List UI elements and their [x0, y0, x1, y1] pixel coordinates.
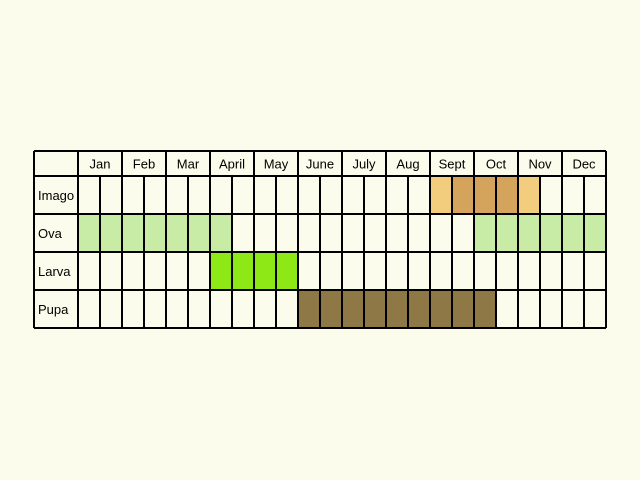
month-label: Aug — [396, 157, 419, 172]
month-label: July — [352, 157, 376, 172]
month-label: Sept — [439, 157, 466, 172]
stage-label-ova: Ova — [38, 226, 63, 241]
stage-accent-imago-1 — [452, 176, 518, 214]
stage-label-pupa: Pupa — [38, 302, 69, 317]
stage-bar-pupa-1 — [298, 290, 496, 328]
grid-lines — [33, 150, 607, 329]
month-label: Dec — [572, 157, 596, 172]
month-label: Nov — [528, 157, 552, 172]
month-label: April — [219, 157, 245, 172]
stage-label-imago: Imago — [38, 188, 74, 203]
month-label: Mar — [177, 157, 200, 172]
stage-label-larva: Larva — [38, 264, 71, 279]
month-label: June — [306, 157, 334, 172]
stage-bar-ova-1 — [78, 214, 232, 252]
labels: Jan Feb Mar April May June July Aug Sept Oct Nov De… — [38, 157, 596, 318]
month-label: May — [264, 157, 289, 172]
month-label: Oct — [486, 157, 507, 172]
month-label: Jan — [90, 157, 111, 172]
month-label: Feb — [133, 157, 155, 172]
